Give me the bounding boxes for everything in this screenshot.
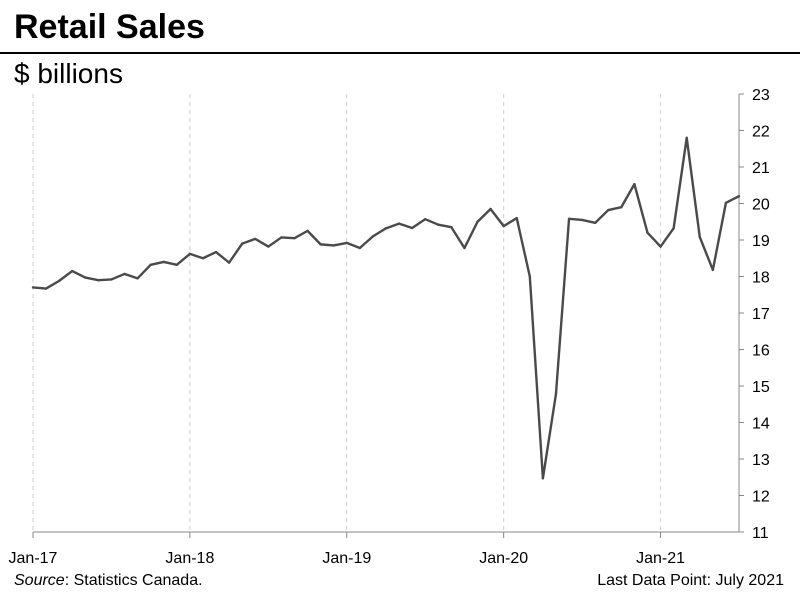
data-point xyxy=(502,224,505,228)
source-text: : Statistics Canada. xyxy=(64,572,203,589)
data-point xyxy=(319,243,322,246)
y-tick-label: 21 xyxy=(752,160,770,177)
data-point xyxy=(711,268,715,272)
data-point xyxy=(737,195,741,198)
y-tick-label: 17 xyxy=(752,306,770,323)
data-point xyxy=(672,227,675,230)
source-label: Source xyxy=(14,572,65,589)
x-tick-label: Jan-20 xyxy=(479,550,528,567)
data-point xyxy=(698,235,701,239)
data-point xyxy=(541,477,545,480)
data-point xyxy=(57,279,61,283)
data-point xyxy=(267,245,270,248)
chart-subtitle: $ billions xyxy=(14,58,123,89)
y-axis: 11 12 13 14 15 16 17 18 19 20 21 22 23 xyxy=(738,87,770,542)
data-point xyxy=(489,207,492,211)
data-point xyxy=(240,242,244,245)
data-point xyxy=(724,201,728,204)
data-point xyxy=(528,275,532,278)
title-rule xyxy=(0,52,800,54)
data-point xyxy=(254,237,257,241)
data-point xyxy=(659,245,662,248)
data-point xyxy=(567,217,571,221)
data-point xyxy=(280,236,283,239)
last-data-point-note: Last Data Point: July 2021 xyxy=(597,572,784,589)
data-point xyxy=(437,223,440,226)
data-point xyxy=(371,235,375,238)
source-note: Source: Statistics Canada. xyxy=(14,572,203,590)
data-point xyxy=(685,136,688,139)
vertical-gridlines xyxy=(32,94,662,532)
data-point xyxy=(633,182,636,186)
data-point xyxy=(188,252,192,256)
data-point xyxy=(593,221,597,225)
chart-title: Retail Sales xyxy=(14,8,205,46)
data-point xyxy=(580,218,584,222)
data-point xyxy=(293,236,296,240)
data-point xyxy=(31,286,35,289)
data-point xyxy=(424,217,427,221)
data-point xyxy=(201,257,205,260)
data-point xyxy=(149,263,152,267)
data-point xyxy=(306,229,309,233)
data-point xyxy=(110,278,113,281)
y-tick-label: 20 xyxy=(752,197,770,214)
x-tick-label: Jan-17 xyxy=(9,550,58,567)
y-tick-label: 18 xyxy=(752,270,770,287)
data-point xyxy=(358,246,362,250)
y-tick-label: 14 xyxy=(752,416,770,433)
y-tick-label: 16 xyxy=(752,343,770,360)
y-tick-label: 12 xyxy=(752,489,770,506)
data-point xyxy=(450,226,453,229)
data-point xyxy=(227,261,231,264)
y-tick-label: 23 xyxy=(752,87,770,104)
x-tick-label: Jan-18 xyxy=(165,550,214,567)
series-line-group xyxy=(31,136,741,480)
data-point xyxy=(44,287,48,290)
data-point xyxy=(136,277,139,280)
data-point xyxy=(410,226,414,230)
series-line xyxy=(32,136,740,480)
y-tick-label: 19 xyxy=(752,233,770,250)
data-point xyxy=(476,220,479,223)
data-point xyxy=(607,208,610,212)
data-point xyxy=(214,250,218,254)
data-point xyxy=(384,227,388,230)
data-point xyxy=(345,241,348,245)
x-tick-label: Jan-19 xyxy=(322,550,371,567)
x-tick-label: Jan-21 xyxy=(636,550,685,567)
data-point xyxy=(397,222,401,225)
data-point xyxy=(554,392,558,396)
x-axis: Jan-17 Jan-18 Jan-19 Jan-20 Jan-21 xyxy=(9,531,739,567)
y-tick-label: 22 xyxy=(752,124,770,141)
y-tick-label: 15 xyxy=(752,379,770,396)
data-point xyxy=(463,246,466,250)
y-tick-label: 13 xyxy=(752,452,770,469)
data-point xyxy=(175,263,179,267)
data-point xyxy=(84,276,87,279)
data-point xyxy=(123,272,126,276)
data-point xyxy=(332,244,335,247)
data-point xyxy=(71,269,74,273)
data-point xyxy=(620,205,623,209)
data-point xyxy=(646,231,649,234)
data-point xyxy=(162,260,165,264)
data-point xyxy=(515,216,518,220)
y-tick-label: 11 xyxy=(752,525,769,542)
data-point xyxy=(97,278,100,282)
